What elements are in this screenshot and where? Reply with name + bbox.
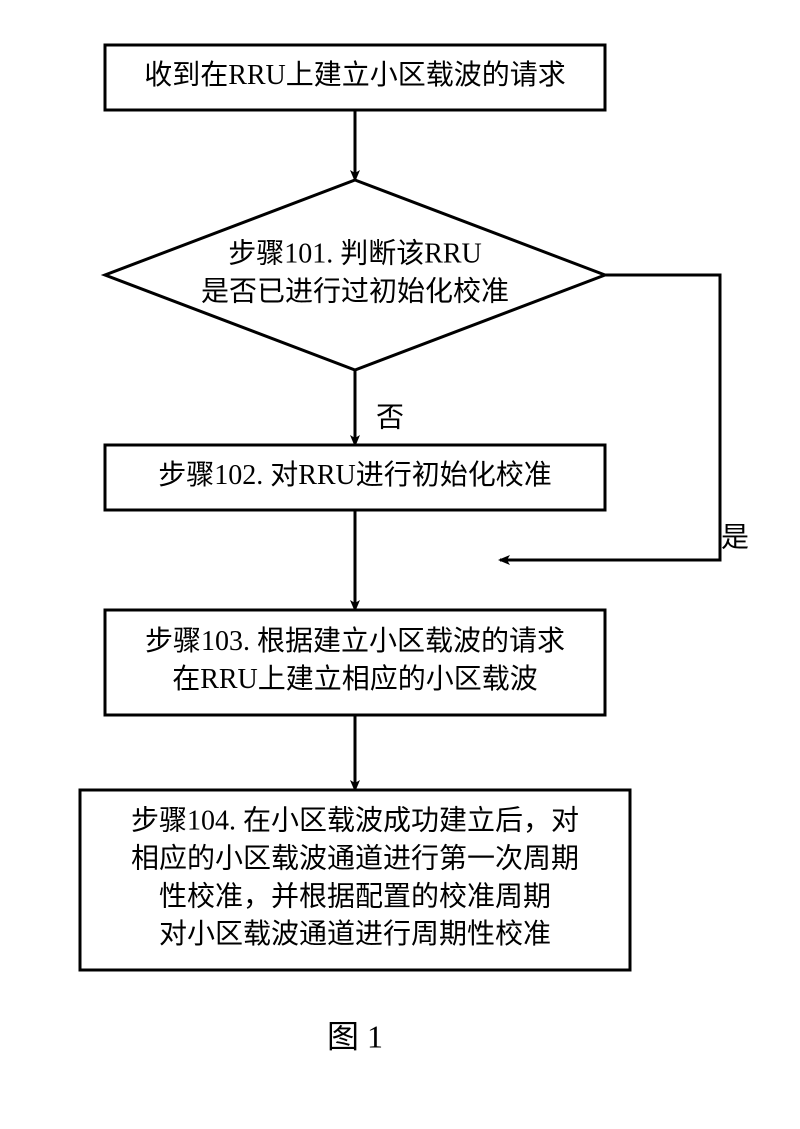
node-s102-line-0: 步骤102. 对RRU进行初始化校准 <box>158 459 552 491</box>
node-s103: 步骤103. 根据建立小区载波的请求在RRU上建立相应的小区载波 <box>105 610 605 715</box>
edge-1-label: 否 <box>376 402 404 433</box>
node-s101: 步骤101. 判断该RRU 是否已进行过初始化校准 <box>105 180 605 370</box>
node-s102: 步骤102. 对RRU进行初始化校准 <box>105 445 605 510</box>
node-s103-line-1: 在RRU上建立相应的小区载波 <box>172 663 538 695</box>
figure-caption: 图 1 <box>327 1018 383 1054</box>
node-s104-line-1: 相应的小区载波通道进行第一次周期 <box>131 843 579 875</box>
node-s104-line-0: 步骤104. 在小区载波成功建立后，对 <box>131 805 579 837</box>
node-s101-line-1: 是否已进行过初始化校准 <box>201 275 509 307</box>
flowchart-canvas: 否是 收到在RRU上建立小区载波的请求步骤101. 判断该RRU 是否已进行过初始… <box>0 0 800 1129</box>
node-start-line-0: 收到在RRU上建立小区载波的请求 <box>144 59 566 91</box>
node-s104-line-2: 性校准，并根据配置的校准周期 <box>159 880 551 912</box>
node-s101-line-0: 步骤101. 判断该RRU <box>228 238 482 270</box>
node-start: 收到在RRU上建立小区载波的请求 <box>105 45 605 110</box>
node-s104-line-3: 对小区载波通道进行周期性校准 <box>159 918 551 950</box>
nodes-layer: 收到在RRU上建立小区载波的请求步骤101. 判断该RRU 是否已进行过初始化校准… <box>80 45 630 970</box>
edge-1: 否 <box>355 370 404 445</box>
node-s103-line-0: 步骤103. 根据建立小区载波的请求 <box>145 625 565 657</box>
edge-3-label: 是 <box>721 522 749 553</box>
edge-3: 是 <box>500 275 749 560</box>
node-s104: 步骤104. 在小区载波成功建立后，对相应的小区载波通道进行第一次周期性校准，并… <box>80 790 630 970</box>
